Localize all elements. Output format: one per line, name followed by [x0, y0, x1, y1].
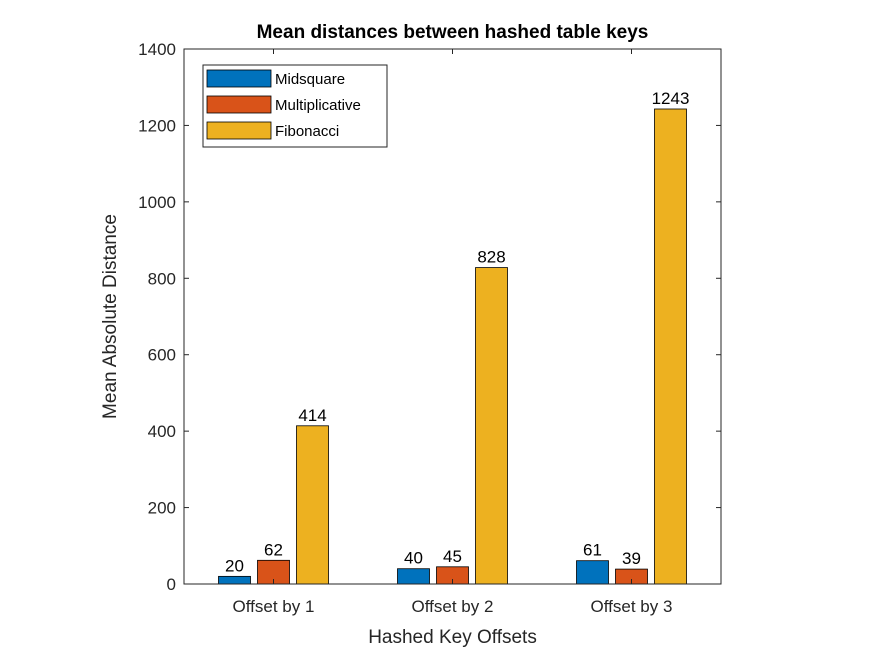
bar-midsquare-1 [218, 575, 251, 585]
data-label: 414 [298, 406, 326, 425]
bars [218, 108, 687, 585]
data-label: 1243 [652, 89, 690, 108]
y-tick-label: 1000 [138, 193, 176, 212]
legend-label-midsquare: Midsquare [275, 71, 345, 88]
bar-fibonacci-1 [296, 425, 329, 585]
data-label: 62 [264, 540, 283, 559]
bar-midsquare-3 [576, 560, 609, 585]
bar-fibonacci-2 [475, 267, 508, 585]
data-label: 61 [583, 541, 602, 560]
x-tick-label: Offset by 3 [591, 597, 673, 616]
y-tick-label: 800 [148, 269, 176, 288]
y-tick-label: 1200 [138, 116, 176, 135]
y-tick-label: 600 [148, 346, 176, 365]
data-label: 40 [404, 549, 423, 568]
legend-swatch-multiplicative [206, 95, 272, 114]
bar-fibonacci-3 [654, 108, 687, 585]
bar-midsquare-2 [397, 568, 430, 585]
y-tick-label: 1400 [138, 40, 176, 59]
chart-title: Mean distances between hashed table keys [257, 22, 649, 43]
ticks: 0 200 400 600 800 1000 1200 1400 Offset by 1 Offs… [138, 40, 721, 616]
legend-swatch-midsquare [206, 69, 272, 88]
y-tick-label: 400 [148, 422, 176, 441]
y-axis-label: Mean Absolute Distance [100, 214, 121, 419]
data-label: 828 [477, 248, 505, 267]
y-tick-label: 200 [148, 499, 176, 518]
legend-label-fibonacci: Fibonacci [275, 123, 339, 140]
legend-swatch-fibonacci [206, 121, 272, 140]
x-tick-label: Offset by 1 [233, 597, 315, 616]
data-labels: 20 62 414 40 45 828 61 39 1243 [225, 89, 689, 575]
data-label: 20 [225, 556, 244, 575]
data-label: 45 [443, 547, 462, 566]
x-tick-label: Offset by 2 [412, 597, 494, 616]
legend: Midsquare Multiplicative Fibonacci [202, 64, 388, 148]
x-axis-label: Hashed Key Offsets [368, 627, 537, 648]
data-label: 39 [622, 549, 641, 568]
y-tick-label: 0 [167, 575, 176, 594]
legend-label-multiplicative: Multiplicative [275, 97, 361, 114]
